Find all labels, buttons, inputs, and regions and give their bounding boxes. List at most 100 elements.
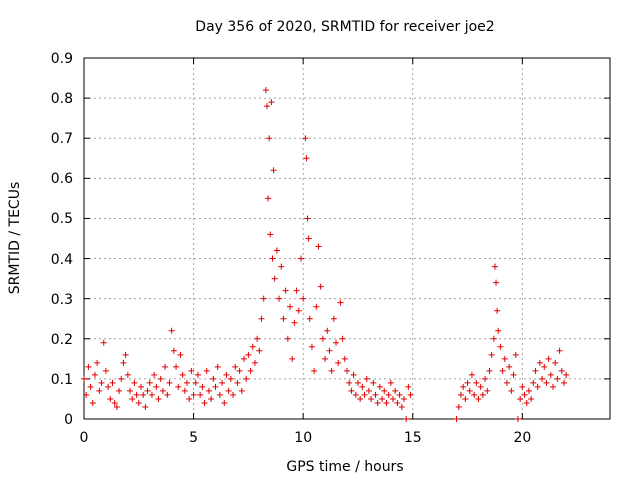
data-point bbox=[175, 383, 182, 390]
data-point bbox=[398, 403, 405, 410]
data-point bbox=[510, 371, 517, 378]
data-point bbox=[488, 351, 495, 358]
data-point bbox=[464, 379, 471, 386]
data-point bbox=[170, 347, 177, 354]
data-point bbox=[512, 351, 519, 358]
data-point bbox=[372, 391, 379, 398]
data-point bbox=[146, 379, 153, 386]
data-point bbox=[268, 99, 275, 106]
data-point bbox=[289, 355, 296, 362]
data-point bbox=[144, 387, 151, 394]
y-tick-label: 0.8 bbox=[51, 91, 73, 107]
data-point bbox=[344, 367, 350, 374]
data-point bbox=[460, 383, 467, 390]
data-point bbox=[251, 359, 258, 366]
data-point bbox=[188, 367, 195, 374]
data-point bbox=[302, 135, 309, 142]
data-point bbox=[341, 355, 348, 362]
data-point bbox=[94, 359, 101, 366]
data-point bbox=[354, 379, 361, 386]
data-point bbox=[168, 327, 175, 334]
data-point bbox=[519, 383, 526, 390]
data-point bbox=[490, 335, 497, 342]
data-point bbox=[194, 371, 201, 378]
data-point bbox=[475, 395, 482, 402]
data-point bbox=[376, 383, 383, 390]
data-point bbox=[129, 395, 136, 402]
data-point bbox=[245, 351, 252, 358]
data-point bbox=[534, 383, 541, 390]
plot-frame bbox=[83, 57, 611, 420]
data-point bbox=[400, 395, 407, 402]
data-point bbox=[113, 403, 120, 410]
data-point bbox=[370, 379, 377, 386]
data-point bbox=[116, 387, 123, 394]
data-point bbox=[219, 379, 226, 386]
data-point bbox=[98, 379, 105, 386]
data-point bbox=[503, 379, 510, 386]
data-point bbox=[335, 359, 342, 366]
data-point bbox=[177, 351, 184, 358]
data-point bbox=[107, 395, 114, 402]
data-point bbox=[256, 347, 263, 354]
data-point bbox=[260, 295, 267, 302]
data-point bbox=[293, 287, 300, 294]
data-point bbox=[236, 367, 243, 374]
x-tick-label: 20 bbox=[513, 430, 531, 446]
data-point bbox=[365, 387, 372, 394]
data-point bbox=[234, 379, 241, 386]
x-tick-label: 5 bbox=[189, 430, 198, 446]
data-point bbox=[133, 391, 140, 398]
data-point bbox=[282, 287, 289, 294]
data-point bbox=[153, 383, 160, 390]
data-point bbox=[203, 367, 210, 374]
data-point bbox=[223, 371, 230, 378]
data-point bbox=[181, 387, 188, 394]
data-point bbox=[291, 319, 298, 326]
data-point bbox=[506, 363, 513, 370]
y-tick-labels: 0 0.1 0.2 0.3 0.4 0.5 0.6 0.7 0.8 0.9 bbox=[51, 51, 73, 428]
data-point bbox=[536, 359, 543, 366]
data-point bbox=[359, 383, 366, 390]
data-point bbox=[361, 391, 368, 398]
data-point bbox=[157, 375, 164, 382]
data-point bbox=[499, 367, 506, 374]
data-point bbox=[270, 167, 277, 174]
grid-lines bbox=[84, 58, 610, 419]
data-point bbox=[295, 307, 302, 314]
data-point bbox=[300, 295, 307, 302]
data-point bbox=[225, 387, 232, 394]
data-point bbox=[271, 275, 278, 282]
data-point bbox=[514, 416, 521, 422]
data-point bbox=[214, 363, 221, 370]
data-point bbox=[258, 315, 265, 322]
data-point bbox=[127, 387, 134, 394]
y-axis-title: SRMTID / TECUs bbox=[7, 182, 23, 295]
data-point bbox=[457, 391, 464, 398]
data-point bbox=[543, 379, 550, 386]
data-point bbox=[89, 399, 96, 406]
data-point bbox=[554, 375, 561, 382]
data-point bbox=[83, 391, 90, 398]
data-point bbox=[482, 375, 489, 382]
data-point bbox=[96, 387, 103, 394]
data-point bbox=[508, 387, 515, 394]
data-point bbox=[392, 387, 399, 394]
data-point bbox=[333, 339, 340, 346]
data-point bbox=[124, 371, 131, 378]
data-point bbox=[315, 243, 322, 250]
data-point bbox=[135, 399, 142, 406]
data-point bbox=[305, 235, 312, 242]
data-point bbox=[137, 383, 144, 390]
data-point bbox=[166, 379, 173, 386]
x-tick-label: 10 bbox=[294, 430, 312, 446]
data-point bbox=[493, 279, 500, 286]
data-point bbox=[560, 379, 567, 386]
data-point bbox=[273, 247, 280, 254]
data-point bbox=[497, 343, 504, 350]
data-point bbox=[521, 391, 528, 398]
data-point bbox=[201, 399, 208, 406]
data-point bbox=[324, 327, 331, 334]
data-point bbox=[396, 391, 403, 398]
